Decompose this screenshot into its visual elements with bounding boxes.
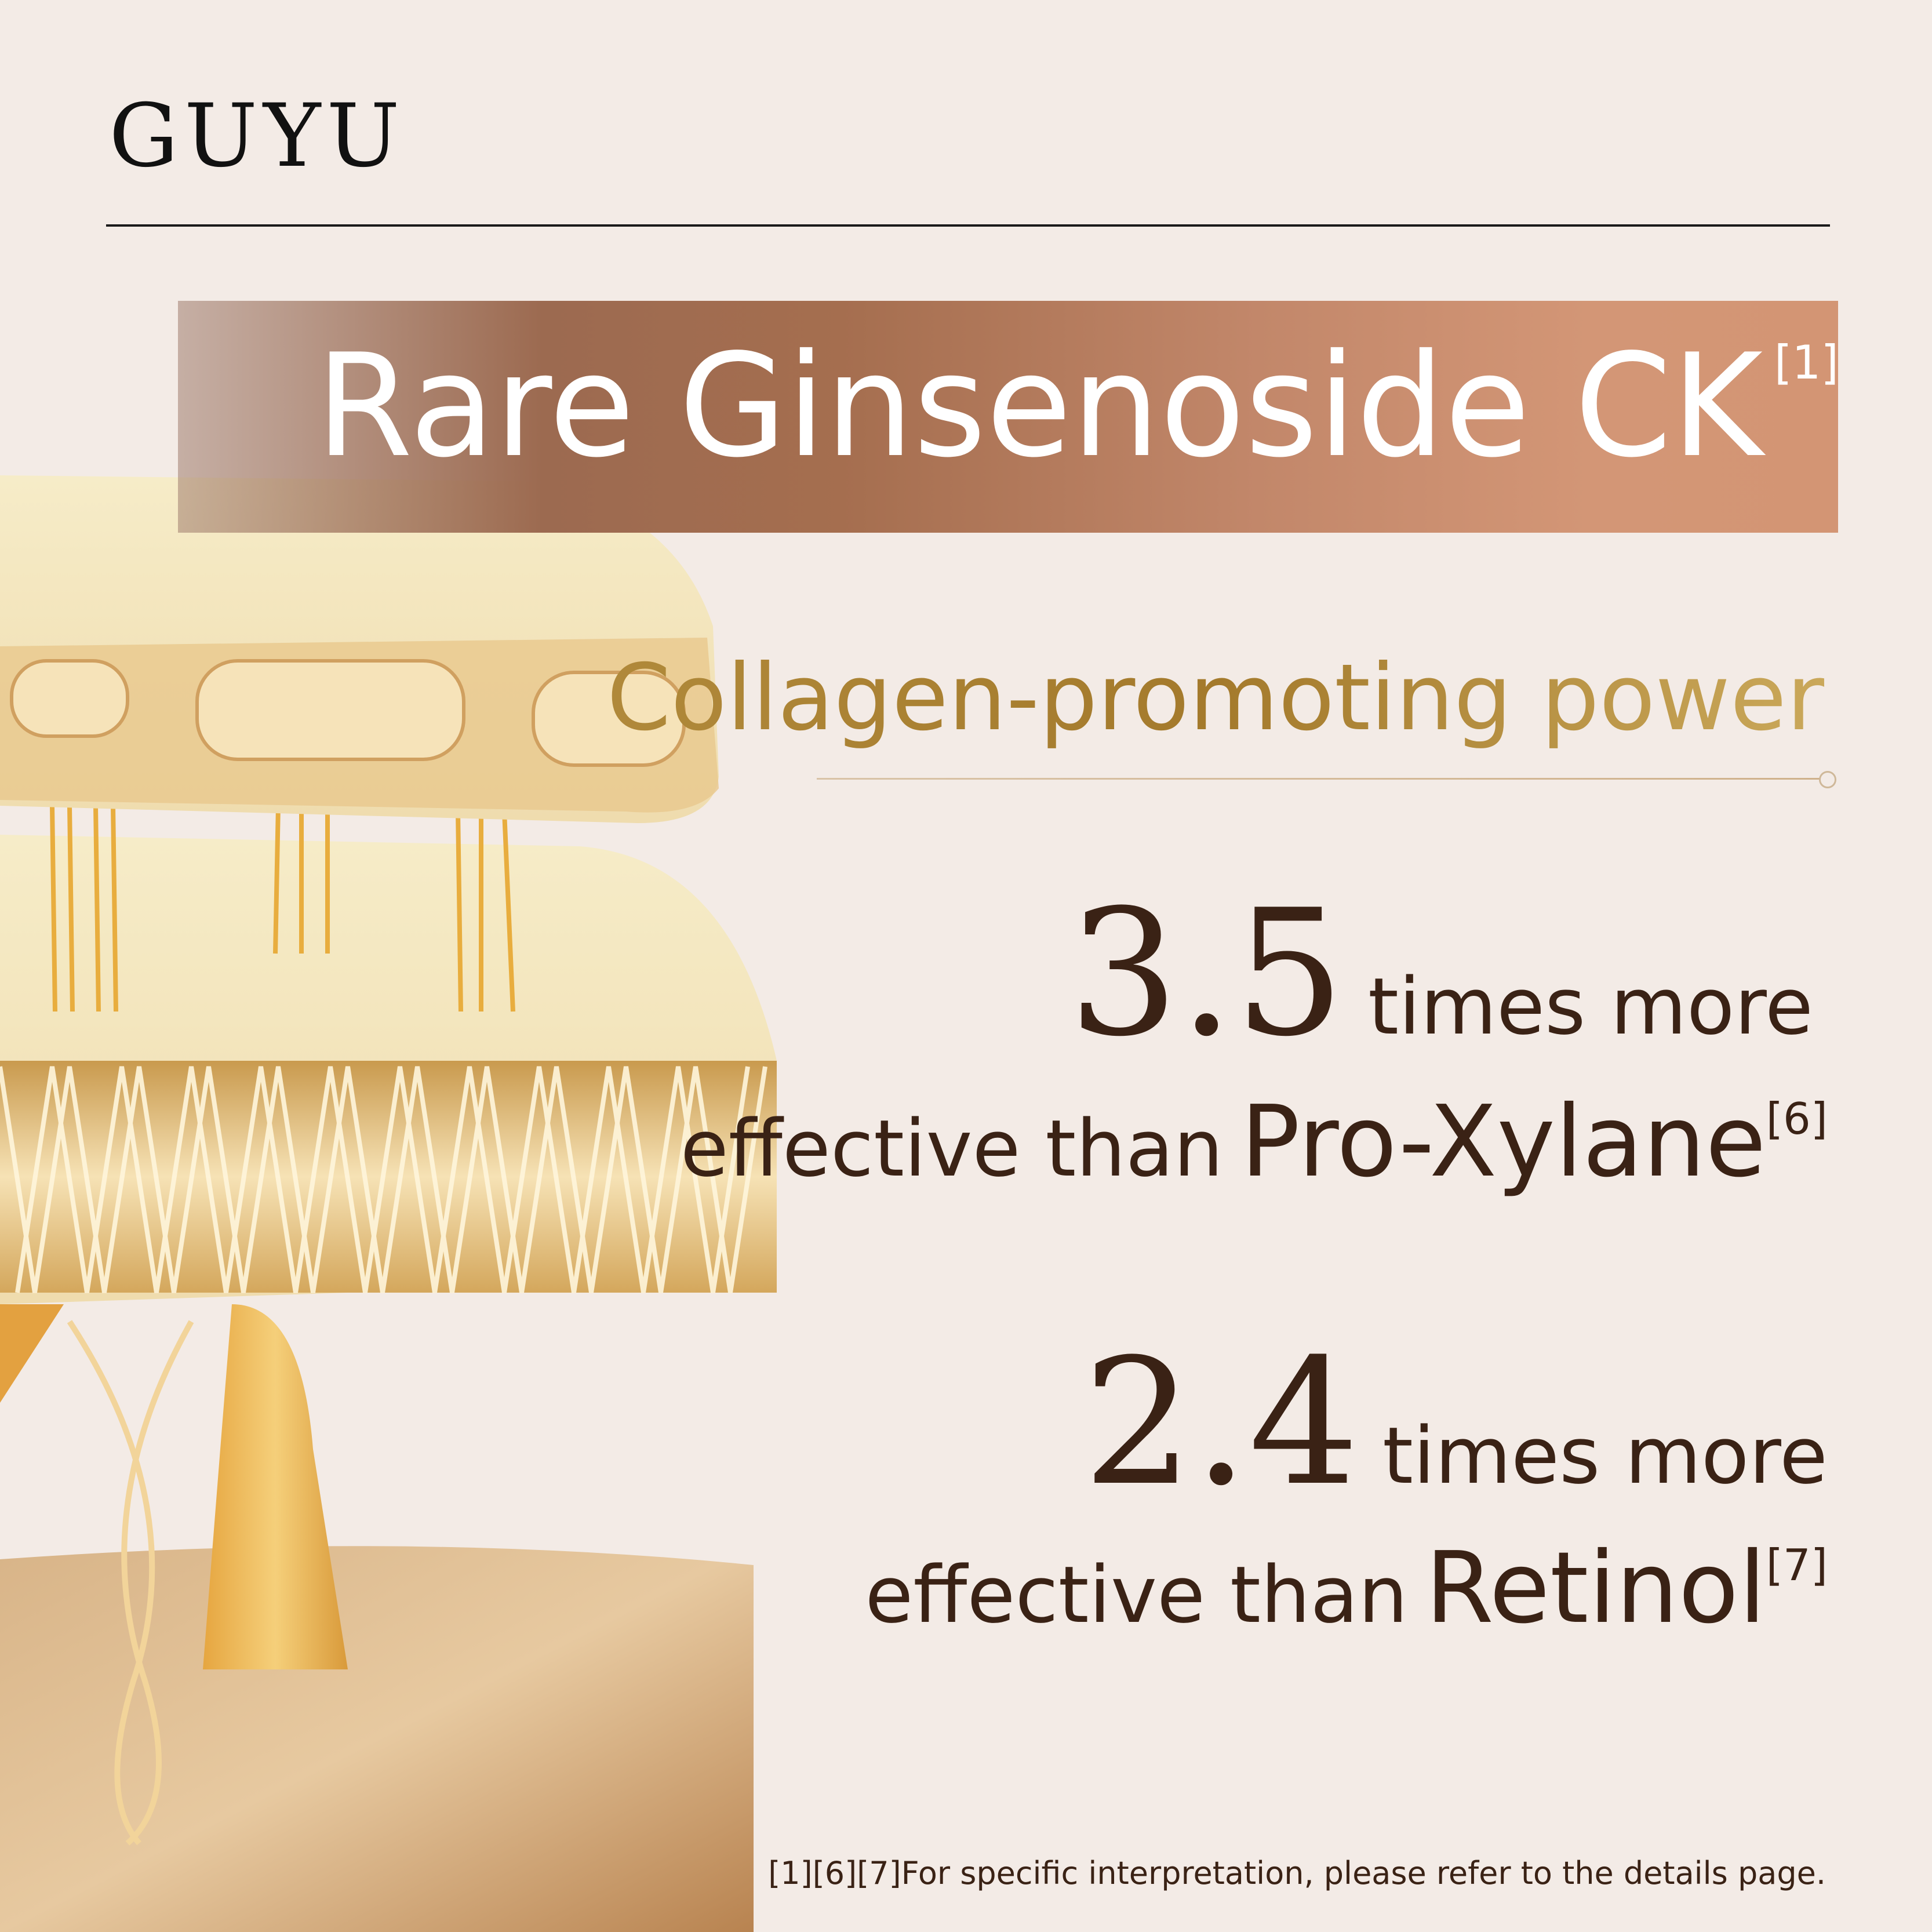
stat-2-prefix: effective than [865, 1549, 1408, 1640]
bottom-layer [0, 1546, 754, 1932]
stat-1-multiplier: times more [1368, 961, 1813, 1052]
footnote: [1][6][7]For specific interpretation, pl… [768, 1855, 1826, 1891]
stat-1-value-line: 3.5 times more [1068, 887, 1813, 1061]
stat-1-footnote-ref: [6] [1766, 1093, 1828, 1144]
stat-2-footnote-ref: [7] [1766, 1540, 1828, 1591]
strands [0, 1304, 348, 1846]
stat-2-comparison: effective than Retinol[7] [865, 1539, 1828, 1638]
middle-layer [0, 835, 777, 1304]
stat-2-multiplier: times more [1382, 1410, 1828, 1501]
stat-1-value: 3.5 [1068, 872, 1345, 1075]
subtitle-underline [817, 778, 1822, 780]
top-layer [0, 475, 719, 823]
stat-1-name: Pro-Xylane [1240, 1085, 1766, 1199]
subtitle: Collagen-promoting power [607, 643, 1824, 754]
stat-1-prefix: effective than [680, 1103, 1224, 1194]
stat-2-value: 2.4 [1082, 1322, 1360, 1524]
header-divider [106, 224, 1830, 227]
stat-2-name: Retinol [1425, 1531, 1766, 1646]
subtitle-underline-dot [1819, 771, 1836, 788]
banner-title-text: Rare Ginsenoside CK [316, 323, 1763, 489]
stat-2-value-line: 2.4 times more [1083, 1336, 1828, 1510]
stat-1-comparison: effective than Pro-Xylane[6] [681, 1093, 1828, 1191]
banner-footnote-ref: [1] [1774, 336, 1839, 390]
banner-title: Rare Ginsenoside CK [1] [316, 325, 1839, 488]
brand-logo: GUYU [109, 86, 406, 187]
title-banner [178, 301, 1838, 533]
fibers [50, 805, 515, 1012]
